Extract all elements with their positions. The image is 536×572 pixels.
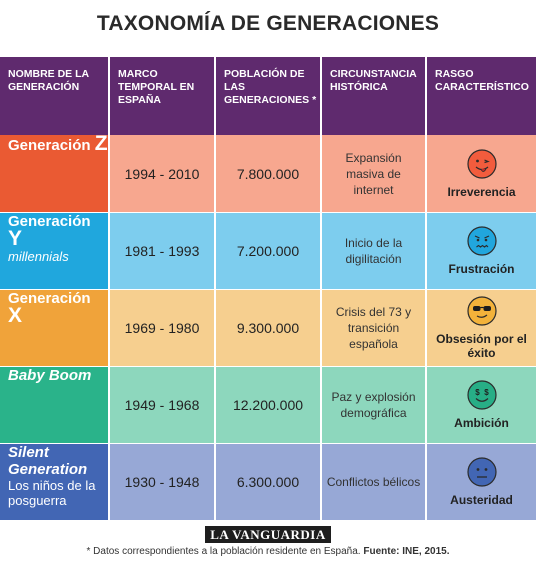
generation-subtitle: millennials <box>8 249 69 264</box>
tongue-face-icon <box>466 148 497 179</box>
period-cell: 1930 - 1948 <box>108 444 214 520</box>
generation-label: Generación <box>8 213 91 230</box>
table-row: Generación X 1969 - 1980 9.300.000 Crisi… <box>0 289 536 366</box>
frustrated-face-icon <box>466 226 497 256</box>
generation-label: Silent Generation <box>8 444 88 478</box>
page-title: TAXONOMÍA DE GENERACIONES <box>96 12 440 35</box>
table-row: Generación Z 1994 - 2010 7.800.000 Expan… <box>0 132 536 212</box>
footnote-text: * Datos correspondientes a la población … <box>86 546 361 557</box>
trait-cell: Irreverencia <box>425 135 536 212</box>
population-cell: 7.800.000 <box>214 135 320 212</box>
neutral-face-icon <box>466 457 497 487</box>
header-name: NOMBRE DE LA GENERACIÓN <box>0 57 108 135</box>
circumstance-cell: Expansión masiva de internet <box>320 135 425 212</box>
period-cell: 1994 - 2010 <box>108 135 214 212</box>
generation-name: Silent Generation Los niños de la posgue… <box>0 444 108 520</box>
generation-subtitle: Los niños de la posguerra <box>8 478 96 508</box>
generation-label: Generación <box>8 137 91 154</box>
circumstance-cell: Paz y explosión demográfica <box>320 367 425 443</box>
sunglasses-face-icon <box>466 296 497 326</box>
population-cell: 7.200.000 <box>214 213 320 289</box>
trait-label: Frustración <box>448 262 515 276</box>
table-row: Silent Generation Los niños de la posgue… <box>0 443 536 520</box>
header-population: POBLACIÓN DE LAS GENERACIONES * <box>214 57 320 135</box>
svg-text:$: $ <box>484 388 489 397</box>
header-circumstance: CIRCUNSTANCIA HISTÓRICA <box>320 57 425 135</box>
table-row: Baby Boom 1949 - 1968 12.200.000 Paz y e… <box>0 366 536 443</box>
trait-cell: Frustración <box>425 213 536 289</box>
generation-label: Baby Boom <box>8 367 92 384</box>
logo-container: LA VANGUARDIA <box>0 526 536 544</box>
circumstance-cell: Inicio de la digilitación <box>320 213 425 289</box>
period-cell: 1969 - 1980 <box>108 290 214 366</box>
trait-cell: Obsesión por el éxito <box>425 290 536 366</box>
generation-name: Baby Boom <box>0 367 108 443</box>
generation-letter: X <box>8 304 23 327</box>
population-cell: 12.200.000 <box>214 367 320 443</box>
trait-cell: $ $ Ambición <box>425 367 536 443</box>
population-cell: 9.300.000 <box>214 290 320 366</box>
header-trait: RASGO CARACTERÍSTICO <box>425 57 536 135</box>
trait-label: Austeridad <box>450 493 513 507</box>
generation-name: Generación X <box>0 290 108 366</box>
la-vanguardia-logo: LA VANGUARDIA <box>205 526 331 543</box>
trait-label: Irreverencia <box>447 184 516 199</box>
money-face-icon: $ $ <box>466 380 497 410</box>
circumstance-cell: Crisis del 73 y transición española <box>320 290 425 366</box>
period-cell: 1981 - 1993 <box>108 213 214 289</box>
trait-label: Ambición <box>454 416 509 430</box>
footnote: * Datos correspondientes a la población … <box>0 546 536 557</box>
generation-name: Generación Z <box>0 132 108 212</box>
generation-name: Generación Y millennials <box>0 213 108 289</box>
trait-cell: Austeridad <box>425 444 536 520</box>
generation-letter: Y <box>8 227 23 250</box>
table-row: Generación Y millennials 1981 - 1993 7.2… <box>0 212 536 289</box>
generation-letter: Z <box>94 132 108 155</box>
trait-label: Obsesión por el éxito <box>436 332 527 360</box>
svg-text:$: $ <box>475 388 480 397</box>
table-header: NOMBRE DE LA GENERACIÓN MARCO TEMPORAL E… <box>0 57 536 135</box>
period-cell: 1949 - 1968 <box>108 367 214 443</box>
circumstance-cell: Conflictos bélicos <box>320 444 425 520</box>
generations-table: NOMBRE DE LA GENERACIÓN MARCO TEMPORAL E… <box>0 57 536 520</box>
header-period: MARCO TEMPORAL EN ESPAÑA <box>108 57 214 135</box>
generation-label: Generación <box>8 290 91 307</box>
footnote-source: Fuente: INE, 2015. <box>363 546 450 557</box>
population-cell: 6.300.000 <box>214 444 320 520</box>
